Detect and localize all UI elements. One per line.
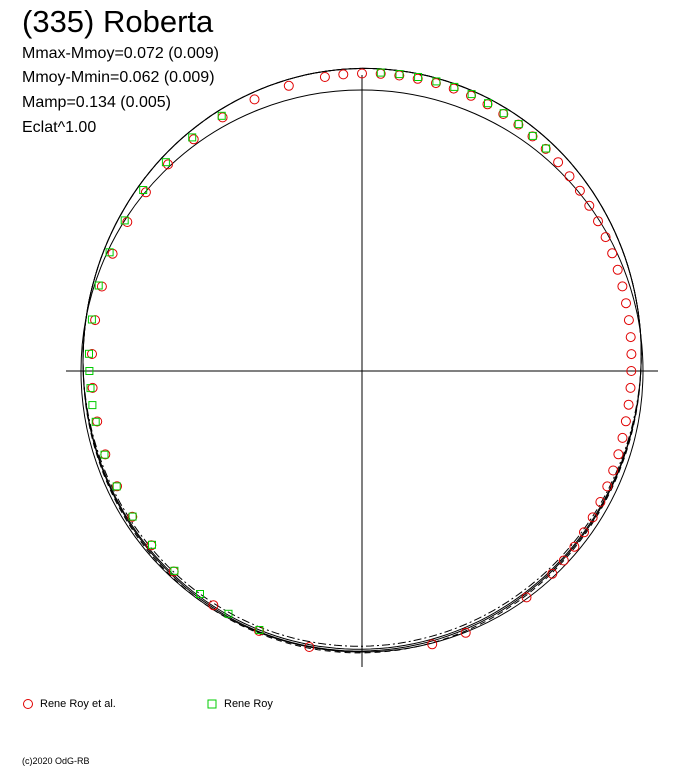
data-point — [547, 568, 558, 579]
data-point — [621, 298, 631, 309]
data-point — [148, 540, 156, 549]
data-point — [600, 232, 611, 243]
data-point — [432, 77, 441, 86]
data-point — [217, 112, 228, 123]
data-point — [612, 264, 623, 275]
data-point — [595, 497, 606, 507]
stat-mmax-mmoy: Mmax-Mmoy=0.072 (0.009) — [22, 45, 219, 62]
legend-item-rene-roy-et-al: Rene Roy et al. — [22, 697, 116, 711]
data-point — [122, 217, 133, 227]
data-point — [542, 144, 551, 153]
data-point — [564, 171, 575, 182]
copyright-credit: (c)2020 OdG-RB — [22, 756, 90, 766]
model-curves — [82, 67, 642, 654]
data-point — [602, 481, 613, 492]
data-point — [484, 99, 492, 108]
data-point — [613, 449, 624, 460]
data-point — [460, 627, 471, 638]
stat-mamp: Mamp=0.134 (0.005) — [22, 94, 171, 111]
data-point — [188, 134, 199, 145]
data-point — [626, 366, 637, 376]
stat-eclat: Eclat^1.00 — [22, 119, 97, 136]
data-point — [140, 187, 151, 198]
data-point — [395, 70, 404, 79]
data-point — [625, 332, 636, 343]
data-point — [623, 315, 634, 326]
data-point — [584, 200, 595, 211]
data-point — [579, 527, 589, 538]
data-point — [139, 186, 148, 194]
data-point — [528, 131, 537, 140]
data-point — [593, 216, 603, 227]
data-point — [620, 416, 631, 427]
data-point — [105, 248, 114, 257]
data-point — [450, 82, 459, 91]
data-point — [608, 465, 619, 476]
data-point — [553, 157, 564, 168]
data-point — [85, 367, 94, 375]
data-point — [625, 382, 636, 393]
data-point — [161, 158, 170, 167]
data-point — [540, 143, 551, 154]
data-point — [467, 90, 476, 99]
data-point — [120, 216, 129, 225]
model-curve-4 — [82, 67, 642, 654]
data-point — [376, 68, 385, 77]
polar-lightcurve-plot — [66, 67, 658, 667]
data-point — [88, 401, 97, 410]
data-point — [112, 482, 121, 491]
legend-label: Rene Roy — [224, 698, 273, 710]
data-point — [574, 185, 585, 196]
data-point — [86, 384, 95, 393]
data-point — [85, 349, 93, 358]
data-point — [208, 600, 219, 611]
data-point — [319, 72, 330, 82]
data-point — [499, 109, 508, 118]
data-point — [170, 566, 179, 575]
data-point — [558, 555, 569, 566]
data-point — [414, 73, 423, 81]
data-point — [87, 349, 97, 359]
data-point — [338, 69, 349, 80]
data-point — [569, 541, 580, 552]
data-point — [91, 417, 100, 426]
data-point — [94, 281, 103, 290]
data-point — [224, 609, 233, 618]
data-point — [607, 248, 618, 259]
data-point — [127, 511, 138, 522]
data-point — [163, 159, 173, 170]
data-point — [626, 349, 637, 360]
legend-label: Rene Roy et al. — [40, 698, 116, 710]
circle-marker-icon — [23, 699, 33, 709]
square-marker-icon — [207, 699, 217, 709]
data-point — [217, 111, 226, 120]
data-point — [427, 639, 438, 650]
data-point — [87, 315, 96, 324]
data-point — [623, 399, 634, 410]
data-point — [587, 512, 598, 523]
data-point — [412, 73, 423, 84]
data-point — [304, 642, 315, 652]
data-point — [249, 94, 260, 105]
data-point — [112, 481, 122, 492]
data-point — [357, 68, 367, 79]
data-point — [188, 133, 197, 142]
legend-item-rene-roy: Rene Roy — [206, 697, 273, 711]
data-point — [283, 80, 294, 91]
data-point — [128, 512, 137, 521]
model-curve-3 — [82, 67, 642, 647]
data-point — [196, 590, 204, 598]
data-point — [100, 450, 109, 459]
data-point — [521, 592, 532, 603]
reference-circle — [80, 89, 644, 653]
data-point — [617, 432, 628, 443]
data-point — [87, 382, 98, 393]
data-point — [255, 626, 264, 634]
series-rene-roy — [85, 68, 551, 634]
data-point — [617, 281, 628, 292]
data-point — [514, 120, 523, 129]
stat-mmoy-mmin: Mmoy-Mmin=0.062 (0.009) — [22, 69, 215, 86]
chart-title: (335) Roberta — [22, 4, 214, 39]
